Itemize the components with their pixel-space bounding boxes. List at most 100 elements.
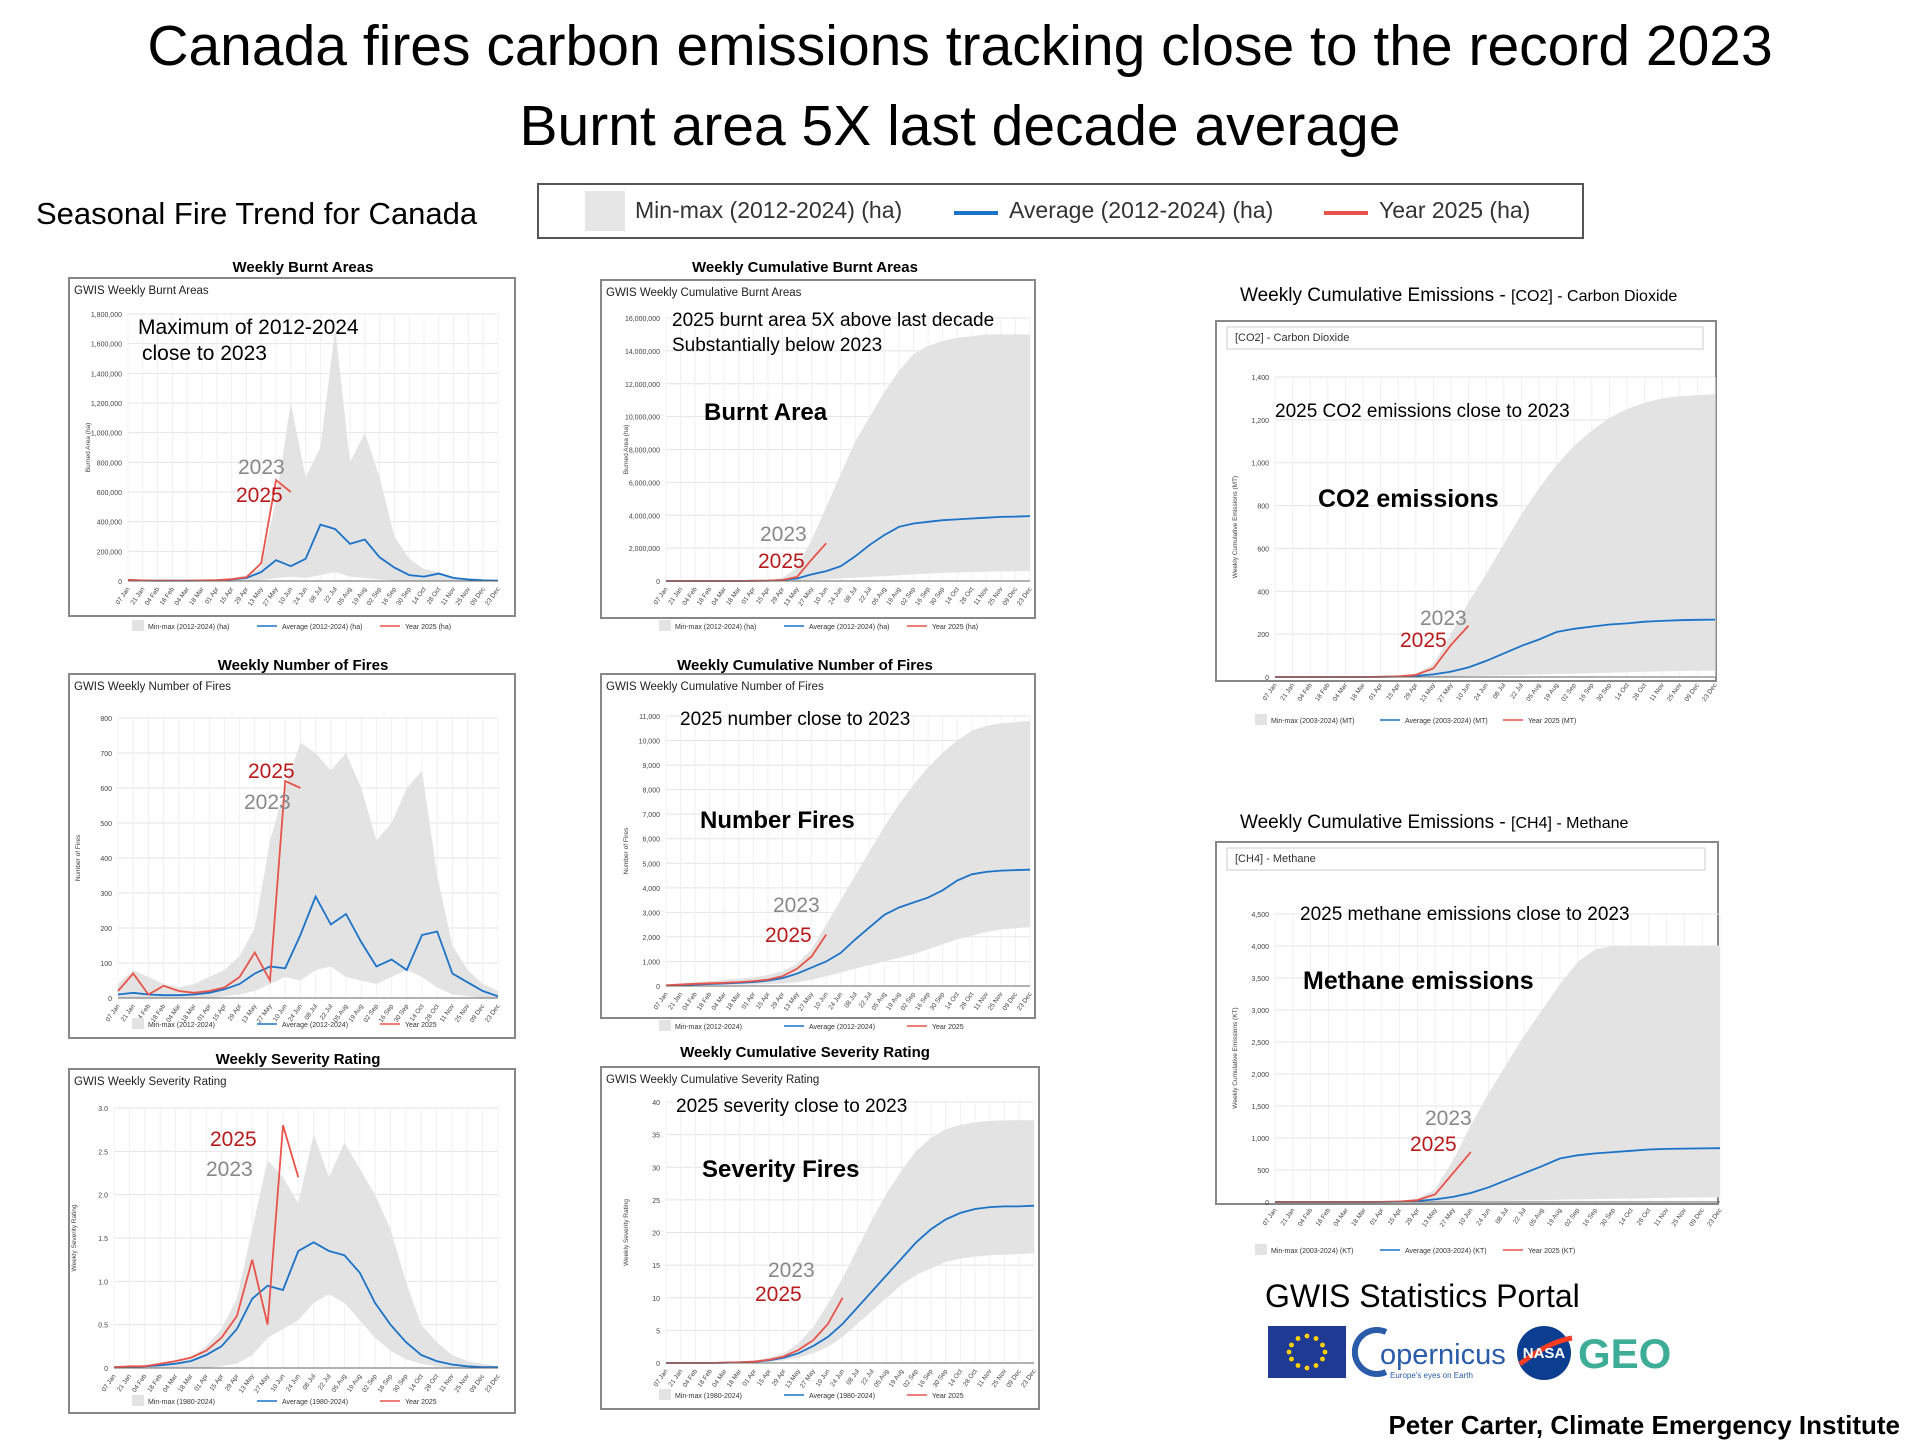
- label-2025: 2025: [1410, 1133, 1457, 1156]
- y-tick-label: 1,000: [1251, 1136, 1269, 1143]
- chart-weekly-cumulative-severity-rating: Weekly Cumulative Severity Rating GWIS We…: [600, 1044, 1040, 1415]
- annotation-text: 2025 severity close to 2023: [676, 1096, 907, 1117]
- chart-inner-title: GWIS Weekly Cumulative Burnt Areas: [606, 287, 802, 299]
- x-tick-label: 14 Oct: [1614, 682, 1631, 702]
- portal-title: GWIS Statistics Portal: [1265, 1278, 1580, 1314]
- y-tick-label: 2,000: [1251, 1072, 1269, 1079]
- x-tick-label: 10 Jun: [1455, 682, 1472, 702]
- y-tick-label: 0: [656, 1361, 660, 1368]
- chart-inner-title: GWIS Weekly Cumulative Number of Fires: [606, 681, 824, 693]
- y-tick-label: 6,000: [642, 837, 660, 844]
- x-tick-label: 05 Aug: [1525, 682, 1543, 703]
- legend-year-label: Year 2025: [932, 1393, 964, 1400]
- average-line: [114, 1241, 498, 1369]
- y-tick-label: 11,000: [639, 714, 660, 721]
- x-tick-label: 24 Jun: [1475, 1207, 1492, 1227]
- y-tick-label: 7,000: [642, 812, 660, 819]
- chart-inner-title: [CO2] - Carbon Dioxide: [1235, 332, 1349, 344]
- y-tick-label: 1.5: [98, 1236, 108, 1243]
- x-tick-label: 16 Sep: [1581, 1207, 1599, 1228]
- chart-svg-weekly-cum-burnt: Weekly Cumulative Burnt Areas GWIS Weekly…: [600, 259, 1036, 631]
- x-tick-label: 02 Sep: [1560, 682, 1578, 703]
- x-tick-label: 19 Aug: [1546, 1207, 1564, 1228]
- y-tick-label: 10: [652, 1296, 660, 1303]
- legend-year-label: Year 2025 (MT): [1528, 718, 1576, 725]
- chart-inner-title: GWIS Weekly Number of Fires: [74, 681, 231, 693]
- chart-svg-weekly-cum-ch4: Weekly Cumulative Emissions - [CH4] - Me…: [1215, 812, 1724, 1255]
- chart-inner-title: GWIS Weekly Burnt Areas: [74, 285, 209, 297]
- y-tick-label: 8,000: [642, 788, 660, 795]
- legend-year-label: Year 2025 (ha): [1379, 197, 1531, 223]
- y-tick-label: 40: [652, 1100, 660, 1107]
- chart-inner-title: [CH4] - Methane: [1235, 853, 1316, 865]
- x-tick-label: 28 Oct: [1632, 682, 1649, 702]
- x-tick-label: 18 Feb: [1315, 1207, 1333, 1228]
- chart-svg-weekly-cum-co2: Weekly Cumulative Emissions - [CO2] - Ca…: [1215, 285, 1719, 725]
- y-tick-label: 4,000: [642, 886, 660, 893]
- y-axis-label: Weekly Cumulative Emissions (MT): [1232, 476, 1239, 578]
- legend-year-label: Year 2025: [405, 1022, 437, 1029]
- x-tick-label: 23 Dec: [1706, 1207, 1724, 1228]
- y-axis-label: Weekly Cumulative Emissions (KT): [1232, 1007, 1239, 1108]
- x-tick-label: 23 Dec: [1701, 682, 1719, 703]
- y-tick-label: 3.0: [98, 1106, 108, 1113]
- x-tick-label: 19 Aug: [1543, 682, 1561, 703]
- annotation-text: 2025 number close to 2023: [680, 709, 910, 730]
- legend-minmax-swatch: [132, 1395, 144, 1406]
- y-tick-label: 35: [652, 1133, 660, 1140]
- minmax-band: [666, 720, 1030, 986]
- legend-minmax-swatch: [659, 1389, 671, 1400]
- legend-average-label: Average (1980-2024): [282, 1399, 348, 1406]
- big-label: Number Fires: [700, 807, 855, 834]
- legend-average-label: Average (2012-2024) (ha): [809, 624, 889, 631]
- geo-logo-text: GEO: [1578, 1330, 1671, 1377]
- chart-caption-gas: [CH4] - Methane: [1511, 815, 1628, 832]
- legend-average-label: Average (2012-2024): [282, 1022, 348, 1029]
- x-tick-label: 04 Feb: [1296, 682, 1314, 703]
- chart-dropdown: [1226, 326, 1704, 350]
- legend-minmax-label: Min-max (2003-2024) (KT): [1271, 1248, 1353, 1255]
- y-tick-label: 9,000: [642, 763, 660, 770]
- x-tick-label: 27 May: [1437, 682, 1455, 704]
- chart-caption: Weekly Burnt Areas: [233, 259, 374, 276]
- y-tick-label: 400: [100, 856, 112, 863]
- y-tick-label: 1,500: [1251, 1104, 1269, 1111]
- legend-average-label: Average (2003-2024) (KT): [1405, 1248, 1487, 1255]
- legend-minmax-label: Min-max (2012-2024) (ha): [148, 624, 229, 631]
- y-tick-label: 200: [1257, 632, 1269, 639]
- logo-strip: opernicus Europe's eyes on Earth NASA GE…: [1268, 1322, 1688, 1384]
- legend-minmax-label: Min-max (2012-2024) (ha): [635, 197, 903, 223]
- label-2023: 2023: [768, 1259, 815, 1282]
- label-2025: 2025: [758, 550, 805, 573]
- y-tick-label: 12,000,000: [625, 382, 660, 389]
- label-2023: 2023: [238, 456, 285, 479]
- annotation-text: 2025 CO2 emissions close to 2023: [1275, 401, 1570, 422]
- y-tick-label: 5,000: [642, 861, 660, 868]
- legend-average-label: Average (2012-2024): [809, 1024, 875, 1031]
- legend-minmax-label: Min-max (2012-2024): [675, 1024, 742, 1031]
- y-tick-label: 2,000,000: [629, 546, 660, 553]
- y-tick-label: 3,500: [1251, 976, 1269, 983]
- copernicus-tagline: Europe's eyes on Earth: [1390, 1371, 1473, 1380]
- y-tick-label: 20: [652, 1231, 660, 1238]
- y-tick-label: 600: [100, 786, 112, 793]
- y-tick-label: 0: [656, 579, 660, 586]
- y-tick-label: 800,000: [97, 460, 122, 467]
- nasa-swoosh-icon: [1518, 1335, 1573, 1366]
- y-axis-label: Burned Area (ha): [85, 423, 92, 473]
- x-tick-label: 02 Sep: [1564, 1207, 1582, 1228]
- x-tick-label: 16 Sep: [1578, 682, 1596, 703]
- x-tick-label: 13 May: [1419, 682, 1437, 704]
- y-tick-label: 0: [1265, 675, 1269, 682]
- minmax-band: [666, 334, 1030, 581]
- y-tick-label: 2.0: [98, 1193, 108, 1200]
- logos-svg: opernicus Europe's eyes on Earth NASA GE…: [1268, 1326, 1671, 1380]
- chart-svg-weekly-severity: Weekly Severity Rating GWIS Weekly Severi…: [68, 1051, 516, 1414]
- label-2023: 2023: [244, 791, 291, 814]
- y-tick-label: 4,000: [1251, 944, 1269, 951]
- label-2025: 2025: [210, 1128, 257, 1151]
- minmax-band: [1275, 946, 1720, 1202]
- page-subtitle: Seasonal Fire Trend for Canada: [36, 196, 478, 231]
- x-tick-label: 08 Jul: [1492, 682, 1508, 701]
- label-2023: 2023: [1420, 607, 1467, 630]
